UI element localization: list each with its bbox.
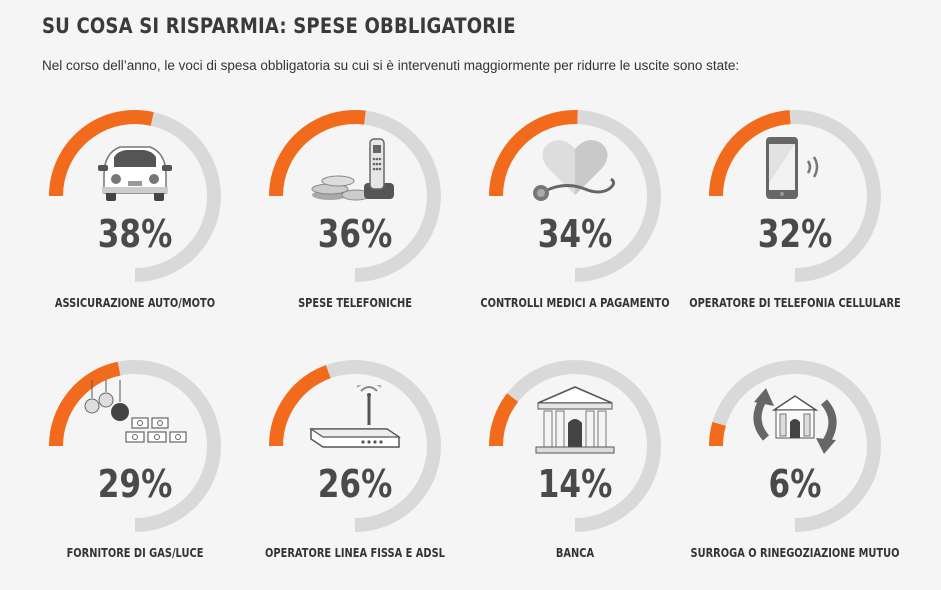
value-arc bbox=[49, 361, 121, 447]
value-arc bbox=[709, 422, 726, 447]
category-label: BANCA bbox=[555, 546, 595, 560]
chart-item: 26% OPERATORE LINEA FISSA E ADSL bbox=[245, 350, 465, 590]
house-refresh-icon bbox=[740, 380, 850, 465]
value-arc bbox=[269, 110, 366, 197]
page-title: SU COSA SI RISPARMIA: SPESE OBBLIGATORIE bbox=[42, 14, 516, 38]
value-label: 6% bbox=[768, 462, 822, 506]
chart-item: 29% FORNITORE DI GAS/LUCE bbox=[25, 350, 245, 590]
category-label: ASSICURAZIONE AUTO/MOTO bbox=[54, 296, 216, 310]
chart-item: 34% CONTROLLI MEDICI A PAGAMENTO bbox=[465, 100, 685, 340]
progress-ring bbox=[269, 360, 441, 532]
value-arc bbox=[489, 110, 578, 197]
progress-ring bbox=[269, 110, 441, 282]
chart-item: 14% BANCA bbox=[465, 350, 685, 590]
category-label: FORNITORE DI GAS/LUCE bbox=[66, 546, 204, 560]
value-label: 38% bbox=[97, 212, 173, 256]
value-arc bbox=[709, 110, 791, 197]
value-label: 34% bbox=[537, 212, 613, 256]
ring-track bbox=[709, 360, 881, 532]
value-label: 14% bbox=[537, 462, 613, 506]
page-subtitle: Nel corso dell’anno, le voci di spesa ob… bbox=[42, 58, 740, 73]
category-label: OPERATORE DI TELEFONIA CELLULARE bbox=[689, 296, 901, 310]
stethoscope-heart-icon bbox=[525, 133, 625, 213]
bulbs-stove-icon bbox=[80, 380, 190, 465]
progress-ring bbox=[489, 360, 661, 532]
value-label: 36% bbox=[317, 212, 393, 256]
progress-ring bbox=[49, 110, 221, 282]
category-label: OPERATORE LINEA FISSA E ADSL bbox=[265, 546, 445, 560]
value-label: 32% bbox=[757, 212, 833, 256]
value-arc bbox=[489, 393, 519, 447]
car-icon bbox=[90, 135, 180, 210]
value-label: 29% bbox=[97, 462, 173, 506]
progress-ring bbox=[709, 360, 881, 532]
smartphone-icon bbox=[760, 133, 830, 213]
value-label: 26% bbox=[317, 462, 393, 506]
router-icon bbox=[305, 381, 405, 460]
chart-item: 38% ASSICURAZIONE AUTO/MOTO bbox=[25, 100, 245, 340]
progress-ring bbox=[489, 110, 661, 282]
bank-icon bbox=[530, 383, 620, 463]
progress-ring bbox=[709, 110, 881, 282]
phone-coins-icon bbox=[308, 133, 403, 213]
progress-ring bbox=[49, 360, 221, 532]
category-label: SPESE TELEFONICHE bbox=[298, 296, 412, 310]
chart-item: 6% SURROGA O RINEGOZIAZIONE MUTUO bbox=[685, 350, 905, 590]
value-arc bbox=[49, 110, 154, 197]
chart-item: 32% OPERATORE DI TELEFONIA CELLULARE bbox=[685, 100, 905, 340]
category-label: CONTROLLI MEDICI A PAGAMENTO bbox=[480, 296, 670, 310]
value-arc bbox=[269, 365, 331, 447]
chart-item: 36% SPESE TELEFONICHE bbox=[245, 100, 465, 340]
ring-track bbox=[489, 360, 661, 532]
category-label: SURROGA O RINEGOZIAZIONE MUTUO bbox=[690, 546, 900, 560]
